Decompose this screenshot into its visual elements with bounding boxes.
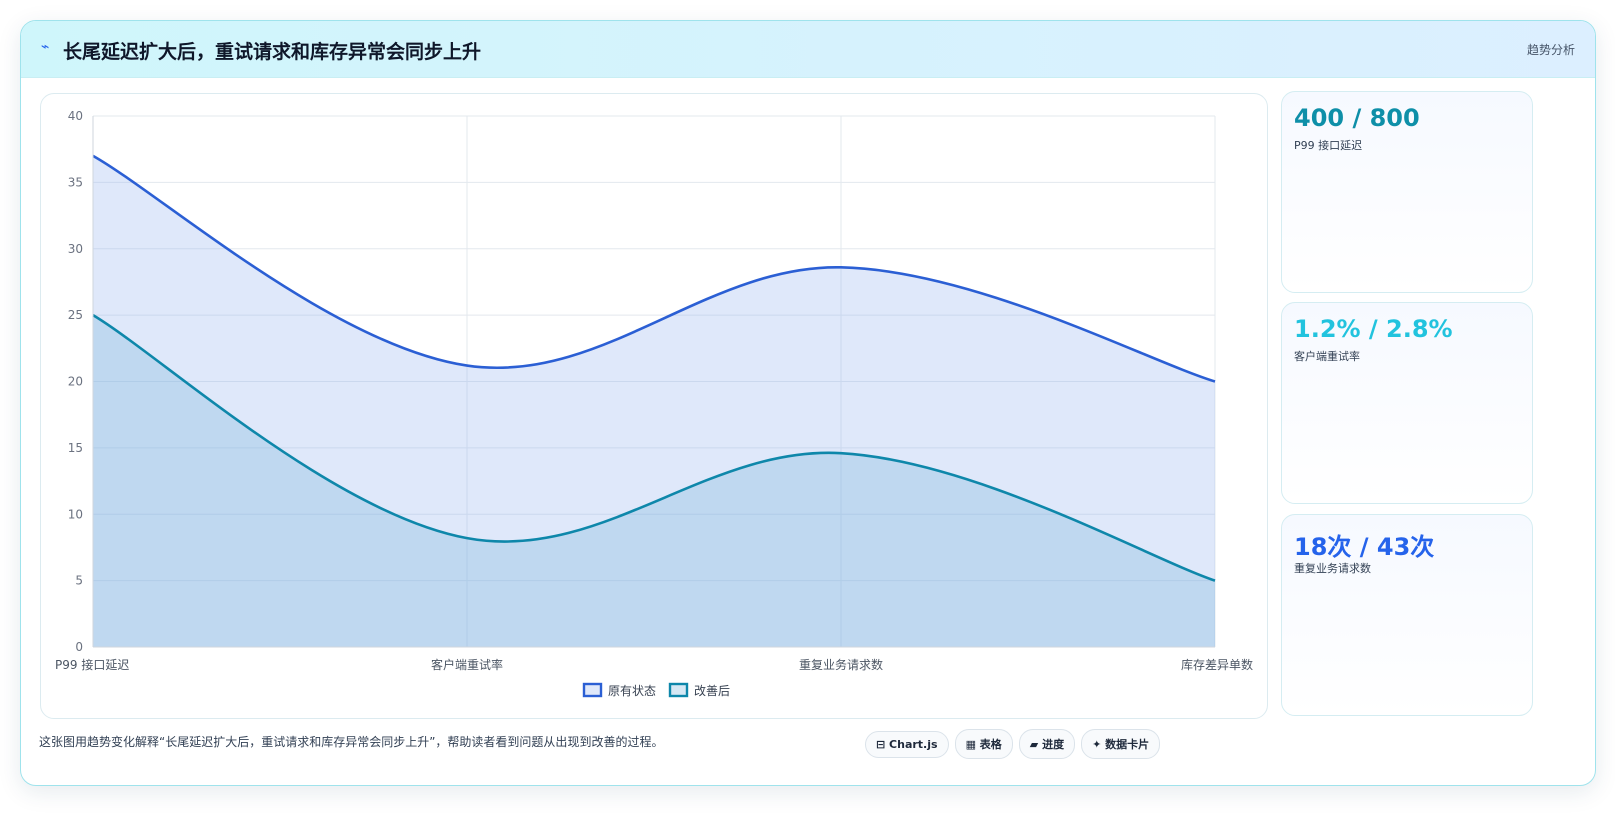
x-tick-label: 库存差异单数 [1181, 657, 1253, 672]
pill-data-card[interactable]: ✦ 数据卡片 [1081, 729, 1161, 759]
y-tick-label: 40 [68, 109, 83, 123]
y-tick-label: 25 [68, 308, 83, 322]
legend-label: 原有状态 [608, 684, 656, 698]
pill-progress[interactable]: ▰ 进度 [1018, 729, 1076, 759]
kpi-value: 1.2% / 2.8% [1294, 315, 1453, 343]
y-tick-label: 15 [68, 441, 83, 455]
chart-card: ⌁ 长尾延迟扩大后，重试请求和库存异常会同步上升 趋势分析 0 5 10 15 20 25… [20, 20, 1596, 786]
area-chart: 0 5 10 15 20 25 30 35 40 P99 接口延迟 客户端重试率 重复业务请求数 库存差… [55, 109, 1253, 698]
y-tick-label: 35 [68, 175, 83, 189]
chart-area: 0 5 10 15 20 25 30 35 40 P99 接口延迟 客户端重试率 重复业务请求数 库存差… [40, 93, 1268, 719]
kpi-card-latency: 400 / 800 P99 接口延迟 [1281, 91, 1533, 293]
y-tick-label: 10 [68, 507, 83, 521]
x-tick-label: 重复业务请求数 [799, 657, 883, 672]
kpi-value: 400 / 800 [1294, 104, 1420, 132]
kpi-label: P99 接口延迟 [1294, 139, 1363, 152]
legend-swatch-1 [668, 682, 689, 698]
kpi-label: 重复业务请求数 [1294, 562, 1371, 575]
x-tick-label: P99 接口延迟 [55, 657, 129, 672]
card-header: ⌁ 长尾延迟扩大后，重试请求和库存异常会同步上升 趋势分析 [21, 21, 1595, 78]
y-tick-label: 0 [75, 640, 83, 654]
series-area-1 [93, 315, 1215, 647]
pill-table[interactable]: ▦ 表格 [954, 729, 1013, 759]
view-switcher: ⊟ Chart.js ▦ 表格 ▰ 进度 ✦ 数据卡片 [865, 729, 1166, 759]
pill-chartjs[interactable]: ⊟ Chart.js [865, 731, 949, 758]
kpi-value: 18次 / 43次 [1294, 533, 1435, 561]
y-tick-label: 30 [68, 242, 83, 256]
legend-label: 改善后 [694, 683, 730, 698]
kpi-card-requests: 18次 / 43次 重复业务请求数 [1281, 514, 1533, 716]
series-line-1 [92, 314, 1216, 582]
kpi-label: 客户端重试率 [1294, 350, 1360, 363]
header-tag: 趋势分析 [1526, 43, 1575, 57]
series-line-0 [92, 154, 1216, 383]
y-tick-label: 5 [75, 574, 83, 588]
page-title: 长尾延迟扩大后，重试请求和库存异常会同步上升 [63, 41, 482, 63]
kpi-card-retry: 1.2% / 2.8% 客户端重试率 [1281, 302, 1533, 504]
y-tick-label: 20 [68, 375, 83, 389]
chart-note: 这张图用趋势变化解释“长尾延迟扩大后，重试请求和库存异常会同步上升”，帮助读者看… [39, 735, 664, 749]
x-tick-label: 客户端重试率 [431, 657, 503, 672]
series-area-0 [93, 155, 1215, 647]
legend-swatch-0 [582, 682, 603, 698]
bolt-icon: ⌁ [41, 39, 50, 55]
